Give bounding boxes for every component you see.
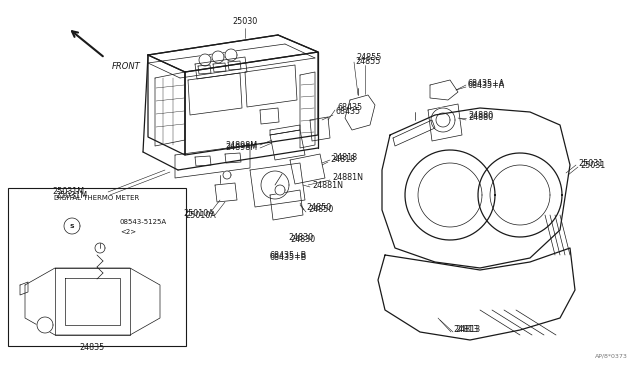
Polygon shape bbox=[148, 55, 185, 155]
Polygon shape bbox=[225, 153, 241, 163]
Text: 24881N: 24881N bbox=[312, 180, 343, 189]
Text: 24818: 24818 bbox=[332, 154, 357, 163]
Text: 68435: 68435 bbox=[335, 108, 360, 116]
Polygon shape bbox=[195, 156, 211, 166]
Polygon shape bbox=[378, 248, 575, 340]
Polygon shape bbox=[212, 51, 224, 63]
Polygon shape bbox=[228, 61, 241, 70]
Text: 24880: 24880 bbox=[468, 113, 493, 122]
Polygon shape bbox=[95, 243, 105, 253]
Text: 25030: 25030 bbox=[232, 17, 258, 26]
Text: 24880: 24880 bbox=[468, 112, 493, 121]
Text: FRONT: FRONT bbox=[112, 62, 141, 71]
Text: 24835: 24835 bbox=[79, 343, 104, 353]
Polygon shape bbox=[175, 145, 250, 178]
Polygon shape bbox=[431, 108, 455, 132]
Polygon shape bbox=[310, 117, 330, 141]
Text: 24855: 24855 bbox=[356, 54, 381, 62]
Text: 24855: 24855 bbox=[355, 58, 380, 67]
Polygon shape bbox=[225, 49, 237, 61]
Polygon shape bbox=[25, 268, 160, 335]
Polygon shape bbox=[270, 130, 305, 160]
Polygon shape bbox=[436, 113, 450, 127]
Polygon shape bbox=[198, 65, 211, 74]
Text: 24898M: 24898M bbox=[226, 141, 258, 150]
Polygon shape bbox=[290, 154, 325, 184]
Polygon shape bbox=[148, 35, 318, 72]
Text: 24898M: 24898M bbox=[226, 144, 258, 153]
Polygon shape bbox=[393, 120, 435, 146]
Polygon shape bbox=[270, 125, 300, 135]
Text: 68435+B: 68435+B bbox=[270, 251, 307, 260]
Polygon shape bbox=[215, 183, 237, 202]
Text: 24813: 24813 bbox=[453, 326, 478, 334]
Text: 25010A: 25010A bbox=[183, 208, 214, 218]
Text: 68435+A: 68435+A bbox=[468, 80, 505, 90]
Polygon shape bbox=[20, 282, 28, 295]
Polygon shape bbox=[65, 278, 120, 325]
Polygon shape bbox=[199, 54, 211, 66]
Polygon shape bbox=[430, 80, 458, 100]
Text: DIGITAL THERMO METER: DIGITAL THERMO METER bbox=[54, 195, 140, 201]
Text: <2>: <2> bbox=[120, 229, 136, 235]
Text: 68435+A: 68435+A bbox=[468, 78, 505, 87]
Polygon shape bbox=[245, 65, 297, 107]
Polygon shape bbox=[300, 72, 315, 148]
Polygon shape bbox=[405, 150, 495, 240]
Text: 24850: 24850 bbox=[308, 205, 333, 215]
Text: 25010A: 25010A bbox=[185, 211, 216, 219]
Polygon shape bbox=[275, 185, 285, 195]
Polygon shape bbox=[382, 108, 570, 268]
Text: 25031M: 25031M bbox=[55, 190, 87, 199]
Text: 24830: 24830 bbox=[290, 235, 315, 244]
Polygon shape bbox=[478, 153, 562, 237]
Polygon shape bbox=[428, 104, 462, 141]
Text: S: S bbox=[70, 224, 74, 228]
Bar bbox=[8, 188, 186, 346]
Polygon shape bbox=[250, 163, 305, 207]
Polygon shape bbox=[490, 165, 550, 225]
Polygon shape bbox=[195, 57, 247, 79]
Text: 24818: 24818 bbox=[330, 155, 355, 164]
Polygon shape bbox=[345, 95, 375, 130]
Text: 24830: 24830 bbox=[288, 234, 313, 243]
Text: 68435: 68435 bbox=[337, 103, 362, 112]
Text: 68435+B: 68435+B bbox=[270, 253, 307, 263]
Polygon shape bbox=[260, 108, 279, 124]
Text: 24881N: 24881N bbox=[332, 173, 363, 183]
Text: 24813: 24813 bbox=[455, 326, 480, 334]
Text: 08543-5125A: 08543-5125A bbox=[120, 219, 167, 225]
Polygon shape bbox=[261, 171, 289, 199]
Text: 24850: 24850 bbox=[306, 203, 332, 212]
Polygon shape bbox=[55, 268, 130, 335]
Text: 25031: 25031 bbox=[580, 160, 605, 170]
Polygon shape bbox=[418, 163, 482, 227]
Polygon shape bbox=[223, 171, 231, 179]
Polygon shape bbox=[37, 317, 53, 333]
Text: 25031M: 25031M bbox=[52, 187, 84, 196]
Polygon shape bbox=[64, 218, 80, 234]
Polygon shape bbox=[270, 190, 303, 220]
Text: AP/8*0373: AP/8*0373 bbox=[595, 353, 628, 358]
Polygon shape bbox=[188, 73, 242, 115]
Text: 25031: 25031 bbox=[578, 158, 604, 167]
Polygon shape bbox=[213, 63, 226, 72]
Polygon shape bbox=[155, 72, 185, 146]
Polygon shape bbox=[185, 52, 318, 155]
